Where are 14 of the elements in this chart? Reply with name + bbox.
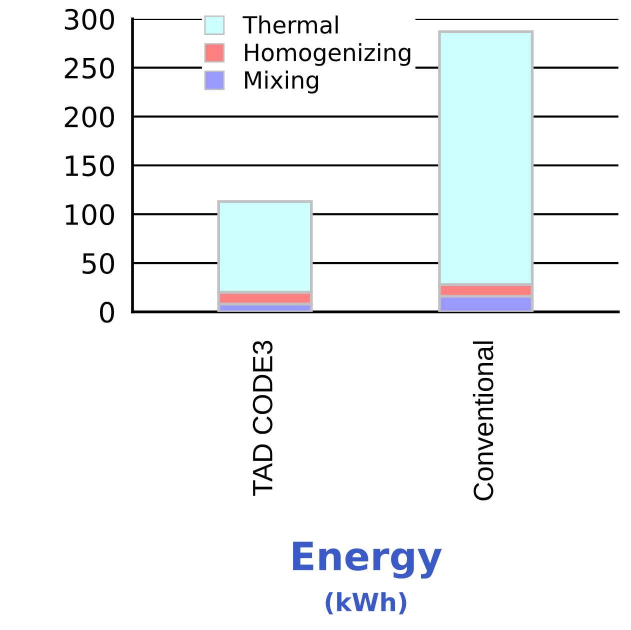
text: (kWh) <box>326 592 406 614</box>
y-tick-label: 0 <box>100 302 114 323</box>
x-tick-label: Conventional <box>472 341 494 500</box>
y-tick-label: 250 <box>64 58 114 79</box>
y-tick-label: 200 <box>64 106 114 128</box>
x-axis-title: Energy <box>293 542 442 579</box>
legend-label: Thermal <box>242 15 338 34</box>
x-tick-label: TAD CODE3 <box>252 340 272 496</box>
legend-label: Homogenizing <box>245 43 410 66</box>
y-tick-label: 300 <box>64 8 114 30</box>
y-tick-label: 150 <box>66 155 114 176</box>
legend-label: Mixing <box>245 70 318 94</box>
y-tick-label: 50 <box>82 252 114 274</box>
y-tick-label: 100 <box>66 204 114 226</box>
